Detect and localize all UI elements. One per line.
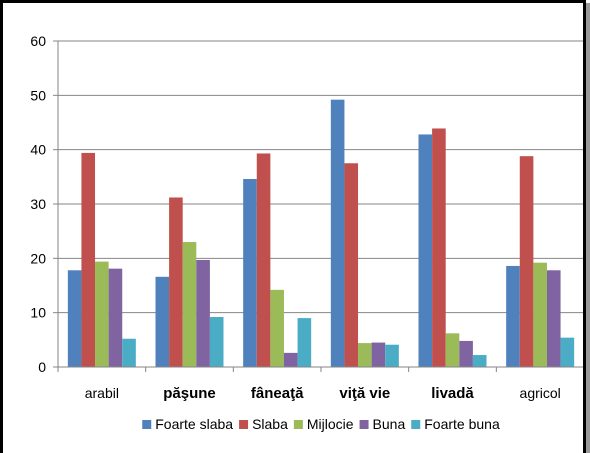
bar-foarte-buna-1 [210, 317, 224, 367]
bar-mijlocie-3 [358, 343, 372, 367]
x-tick-label: agricol [520, 385, 561, 401]
y-tick-label: 10 [30, 305, 46, 321]
y-tick-label: 30 [30, 196, 46, 212]
bar-buna-5 [547, 270, 561, 367]
legend-label: Slaba [252, 416, 288, 432]
legend-swatch [411, 420, 420, 429]
y-tick-label: 0 [38, 359, 46, 375]
frame-border-top [0, 0, 586, 3]
x-tick-label: fâneaţă [251, 385, 304, 402]
bars [68, 100, 574, 367]
y-tick-label: 20 [30, 250, 46, 266]
bar-mijlocie-1 [183, 242, 197, 367]
bar-foarte-buna-2 [298, 318, 312, 367]
bar-buna-1 [196, 260, 210, 367]
bar-buna-4 [459, 341, 473, 367]
legend-label: Foarte slaba [155, 416, 233, 432]
x-tick-label: păşune [163, 385, 216, 402]
y-tick-label: 60 [30, 33, 46, 49]
bar-foarte-slaba-0 [68, 270, 82, 367]
bar-foarte-buna-4 [473, 355, 487, 367]
legend-label: Buna [373, 416, 406, 432]
x-tick-label: livadă [431, 385, 474, 402]
bar-slaba-2 [257, 153, 271, 367]
bar-foarte-slaba-2 [243, 179, 257, 367]
legend-swatch [360, 420, 369, 429]
bar-slaba-1 [169, 197, 183, 367]
bar-foarte-slaba-1 [156, 277, 170, 367]
legend-swatch [294, 420, 303, 429]
bar-slaba-4 [432, 128, 446, 367]
y-tick-label: 50 [30, 87, 46, 103]
legend: Foarte slaba Slaba Mijlocie Buna Foarte buna [142, 416, 500, 432]
axes [53, 41, 584, 372]
x-tick-labels: arabil păşune fâneaţă viţă vie livadă agricol [85, 385, 561, 402]
bar-slaba-0 [81, 153, 95, 367]
x-tick-label: arabil [85, 385, 119, 401]
bar-mijlocie-0 [95, 262, 109, 367]
bar-foarte-buna-0 [122, 339, 136, 367]
y-tick-label: 40 [30, 142, 46, 158]
bar-mijlocie-2 [270, 290, 284, 367]
x-tick-label: viţă vie [339, 385, 390, 402]
legend-label: Mijlocie [307, 416, 354, 432]
y-tick-labels: 0 10 20 30 40 50 60 [30, 33, 46, 375]
frame-shadow-right [586, 3, 590, 453]
legend-swatch [239, 420, 248, 429]
bar-foarte-slaba-4 [419, 134, 433, 367]
frame-border-left [0, 0, 3, 453]
legend-label: Foarte buna [424, 416, 500, 432]
legend-swatch [142, 420, 151, 429]
bar-foarte-buna-5 [561, 338, 575, 367]
bar-buna-0 [109, 269, 123, 367]
bar-foarte-slaba-5 [506, 266, 520, 367]
bar-foarte-buna-3 [385, 345, 399, 367]
gridlines [58, 41, 584, 313]
bar-buna-3 [372, 343, 386, 367]
bar-foarte-slaba-3 [331, 100, 345, 367]
bar-mijlocie-4 [446, 333, 460, 367]
bar-buna-2 [284, 353, 298, 367]
bar-slaba-5 [520, 156, 534, 367]
bar-mijlocie-5 [533, 263, 547, 367]
bar-slaba-3 [344, 163, 358, 367]
